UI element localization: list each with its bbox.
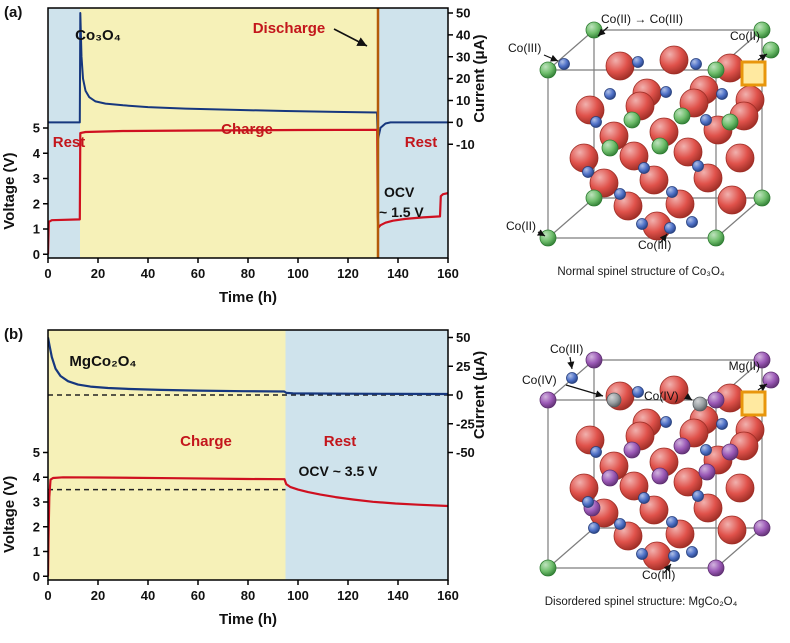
- structure-disordered-spinel: Co(III) Co(IV) Co(IV) Mg(II) Co(III) Disorde…: [492, 338, 790, 608]
- svg-text:160: 160: [437, 266, 459, 281]
- svg-text:-50: -50: [456, 445, 475, 460]
- svg-text:100: 100: [287, 588, 309, 603]
- svg-text:Charge: Charge: [180, 433, 232, 450]
- svg-text:25: 25: [456, 359, 470, 374]
- svg-text:Time (h): Time (h): [219, 611, 277, 628]
- svg-text:140: 140: [387, 266, 409, 281]
- svg-text:20: 20: [91, 266, 105, 281]
- svg-text:Co(III): Co(III): [642, 568, 675, 582]
- svg-text:(a): (a): [4, 4, 22, 21]
- svg-text:Time (h): Time (h): [219, 289, 277, 306]
- structure-caption-co3o4: Normal spinel structure of Co₃O₄: [557, 266, 725, 278]
- svg-text:-10: -10: [456, 137, 475, 152]
- voltage-current-chart-mgco2o4: 0 20 40 60 80 100 120 140 160 0 1 2 3 4 5 50 25 0 -25 -50 Ti…: [1, 326, 488, 628]
- svg-text:Co₃O₄: Co₃O₄: [75, 27, 121, 44]
- svg-text:OCV ~ 3.5 V: OCV ~ 3.5 V: [299, 463, 379, 479]
- svg-text:OCV: OCV: [384, 184, 415, 200]
- svg-text:0: 0: [33, 247, 40, 262]
- panel-a: 0 20 40 60 80 100 120 140 160 0 1 2 3 4 5 50 40 30 20 10 0 -1…: [0, 0, 492, 313]
- svg-text:120: 120: [337, 266, 359, 281]
- svg-text:0: 0: [456, 115, 463, 130]
- svg-text:20: 20: [456, 71, 470, 86]
- svg-text:1: 1: [33, 222, 40, 237]
- svg-text:Co(IV): Co(IV): [522, 373, 557, 387]
- svg-text:40: 40: [141, 588, 155, 603]
- svg-text:60: 60: [191, 266, 205, 281]
- svg-text:0: 0: [44, 588, 51, 603]
- svg-text:30: 30: [456, 49, 470, 64]
- svg-text:Charge: Charge: [221, 121, 273, 138]
- svg-text:0: 0: [33, 569, 40, 584]
- structure-normal-spinel: Co(II) → Co(III) Co(III) Co(II) Co(II) Co(II…: [492, 8, 790, 278]
- svg-text:Rest: Rest: [324, 433, 357, 450]
- svg-text:2: 2: [33, 196, 40, 211]
- svg-text:80: 80: [241, 588, 255, 603]
- voltage-current-chart-co3o4: 0 20 40 60 80 100 120 140 16001234550403020100-1…: [1, 4, 488, 306]
- svg-text:3: 3: [33, 495, 40, 510]
- svg-text:120: 120: [337, 588, 359, 603]
- svg-text:Co(II): Co(II): [506, 219, 536, 233]
- svg-text:3: 3: [33, 171, 40, 186]
- svg-text:(b): (b): [4, 326, 23, 343]
- svg-text:50: 50: [456, 330, 470, 345]
- svg-text:60: 60: [191, 588, 205, 603]
- svg-text:0: 0: [456, 388, 463, 403]
- svg-text:MgCo₂O₄: MgCo₂O₄: [69, 353, 136, 370]
- svg-text:Co(II) → Co(III): Co(II) → Co(III): [601, 12, 683, 26]
- crystal-structure-co3o4: Co(II) → Co(III) Co(III) Co(II) Co(II) Co(II…: [506, 12, 780, 252]
- svg-text:40: 40: [456, 27, 470, 42]
- svg-text:80: 80: [241, 266, 255, 281]
- svg-text:Co(III): Co(III): [508, 41, 541, 55]
- svg-text:Co(IV): Co(IV): [644, 389, 679, 403]
- svg-text:Current (μA): Current (μA): [471, 351, 488, 439]
- svg-text:20: 20: [91, 588, 105, 603]
- svg-text:Rest: Rest: [53, 134, 86, 151]
- svg-text:Voltage (V): Voltage (V): [1, 153, 18, 230]
- structure-caption-mgco2o4: Disordered spinel structure: MgCo₂O₄: [544, 596, 738, 608]
- panel-b: 0 20 40 60 80 100 120 140 160 0 1 2 3 4 5 50 25 0 -25 -50 Ti…: [0, 318, 492, 643]
- crystal-structure-mgco2o4: Co(III) Co(IV) Co(IV) Mg(II) Co(III): [522, 342, 780, 582]
- svg-text:Co(II): Co(II): [730, 29, 760, 43]
- svg-text:Voltage (V): Voltage (V): [1, 476, 18, 553]
- svg-text:-25: -25: [456, 416, 475, 431]
- svg-text:4: 4: [33, 146, 41, 161]
- svg-text:~ 1.5 V: ~ 1.5 V: [379, 204, 424, 220]
- svg-text:40: 40: [141, 266, 155, 281]
- svg-text:1: 1: [33, 544, 40, 559]
- svg-text:Rest: Rest: [405, 134, 438, 151]
- svg-text:Co(III): Co(III): [638, 238, 671, 252]
- svg-text:Current (μA): Current (μA): [471, 34, 488, 122]
- svg-text:100: 100: [287, 266, 309, 281]
- svg-text:10: 10: [456, 93, 470, 108]
- svg-text:Discharge: Discharge: [253, 20, 326, 37]
- svg-text:0: 0: [44, 266, 51, 281]
- svg-text:Mg(II): Mg(II): [729, 359, 760, 373]
- svg-text:5: 5: [33, 121, 40, 136]
- svg-text:160: 160: [437, 588, 459, 603]
- svg-text:4: 4: [33, 470, 41, 485]
- svg-text:5: 5: [33, 445, 40, 460]
- svg-text:140: 140: [387, 588, 409, 603]
- svg-text:2: 2: [33, 519, 40, 534]
- svg-text:50: 50: [456, 6, 470, 21]
- svg-text:Co(III): Co(III): [550, 342, 583, 356]
